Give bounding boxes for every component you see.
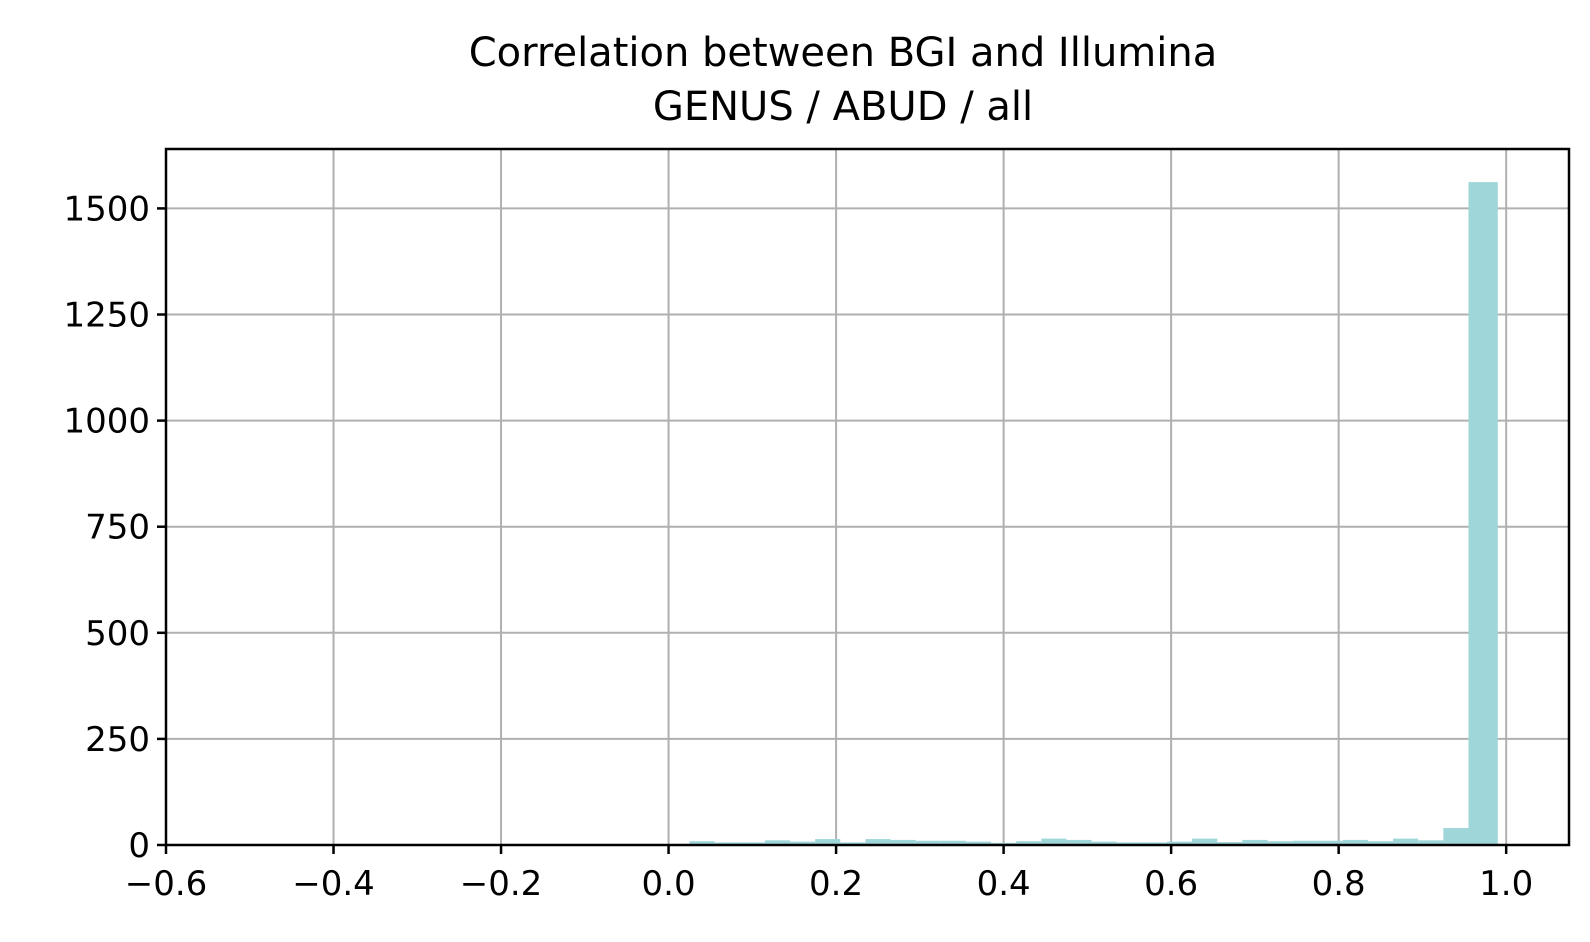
histogram-bar [1192,838,1218,845]
histogram-bar [739,842,765,845]
x-tick-label: 0.8 [1312,864,1366,904]
histogram-bar [865,839,891,845]
histogram-bar [915,840,941,845]
x-tick-label: 1.0 [1479,864,1533,904]
histogram-bar [1342,839,1368,845]
histogram-bar [790,841,816,845]
histogram-bar [940,840,966,845]
x-tick-label: 0.2 [809,864,863,904]
histogram-bar [1217,842,1243,845]
y-tick-label: 500 [85,614,150,654]
histogram-bar [1317,840,1343,845]
y-tick-label: 250 [85,720,150,760]
x-tick-label: −0.4 [292,864,375,904]
histogram-bars [689,182,1498,846]
chart-title-line1: Correlation between BGI and Illumina [469,30,1218,76]
histogram-bar [1141,842,1167,845]
histogram-bar [714,842,740,845]
histogram-bar [840,842,866,845]
chart-title-line2: GENUS / ABUD / all [653,84,1033,130]
histogram-bar [1468,182,1498,846]
y-tick-label: 1000 [63,402,150,442]
x-tick-label: −0.2 [460,864,543,904]
histogram-bar [1267,841,1293,845]
histogram-bar [1066,839,1092,845]
y-tick-label: 1250 [63,296,150,336]
x-tick-label: 0.6 [1144,864,1198,904]
histogram-bar [815,839,841,845]
x-tick-label: 0.0 [642,864,696,904]
histogram-bar [1016,841,1042,845]
histogram-bar [1166,841,1193,845]
histogram-bar [965,841,992,845]
axis-ticks: −0.6 −0.4 −0.2 0.0 0.2 0.4 0.6 0.8 1.0 0 250 500 750… [63,189,1533,904]
histogram-bar [1041,838,1067,845]
histogram-bar [764,840,791,845]
histogram-bar [1393,838,1419,845]
histogram-bar [1418,840,1444,845]
grid-lines [165,149,1569,846]
histogram-bar [1443,828,1469,845]
histogram-bar [1116,842,1142,845]
y-tick-label: 1500 [63,189,150,229]
histogram-bar [1292,840,1318,845]
plot-frame [164,147,1571,847]
x-tick-label: 0.4 [977,864,1031,904]
histogram-bar [1242,839,1268,845]
histogram-bar [890,839,916,845]
x-tick-label: −0.6 [125,864,208,904]
histogram-bar [1091,841,1117,845]
y-tick-label: 0 [128,826,150,866]
histogram-bar [689,841,715,845]
histogram-bar [1367,841,1394,845]
y-tick-label: 750 [85,508,150,548]
